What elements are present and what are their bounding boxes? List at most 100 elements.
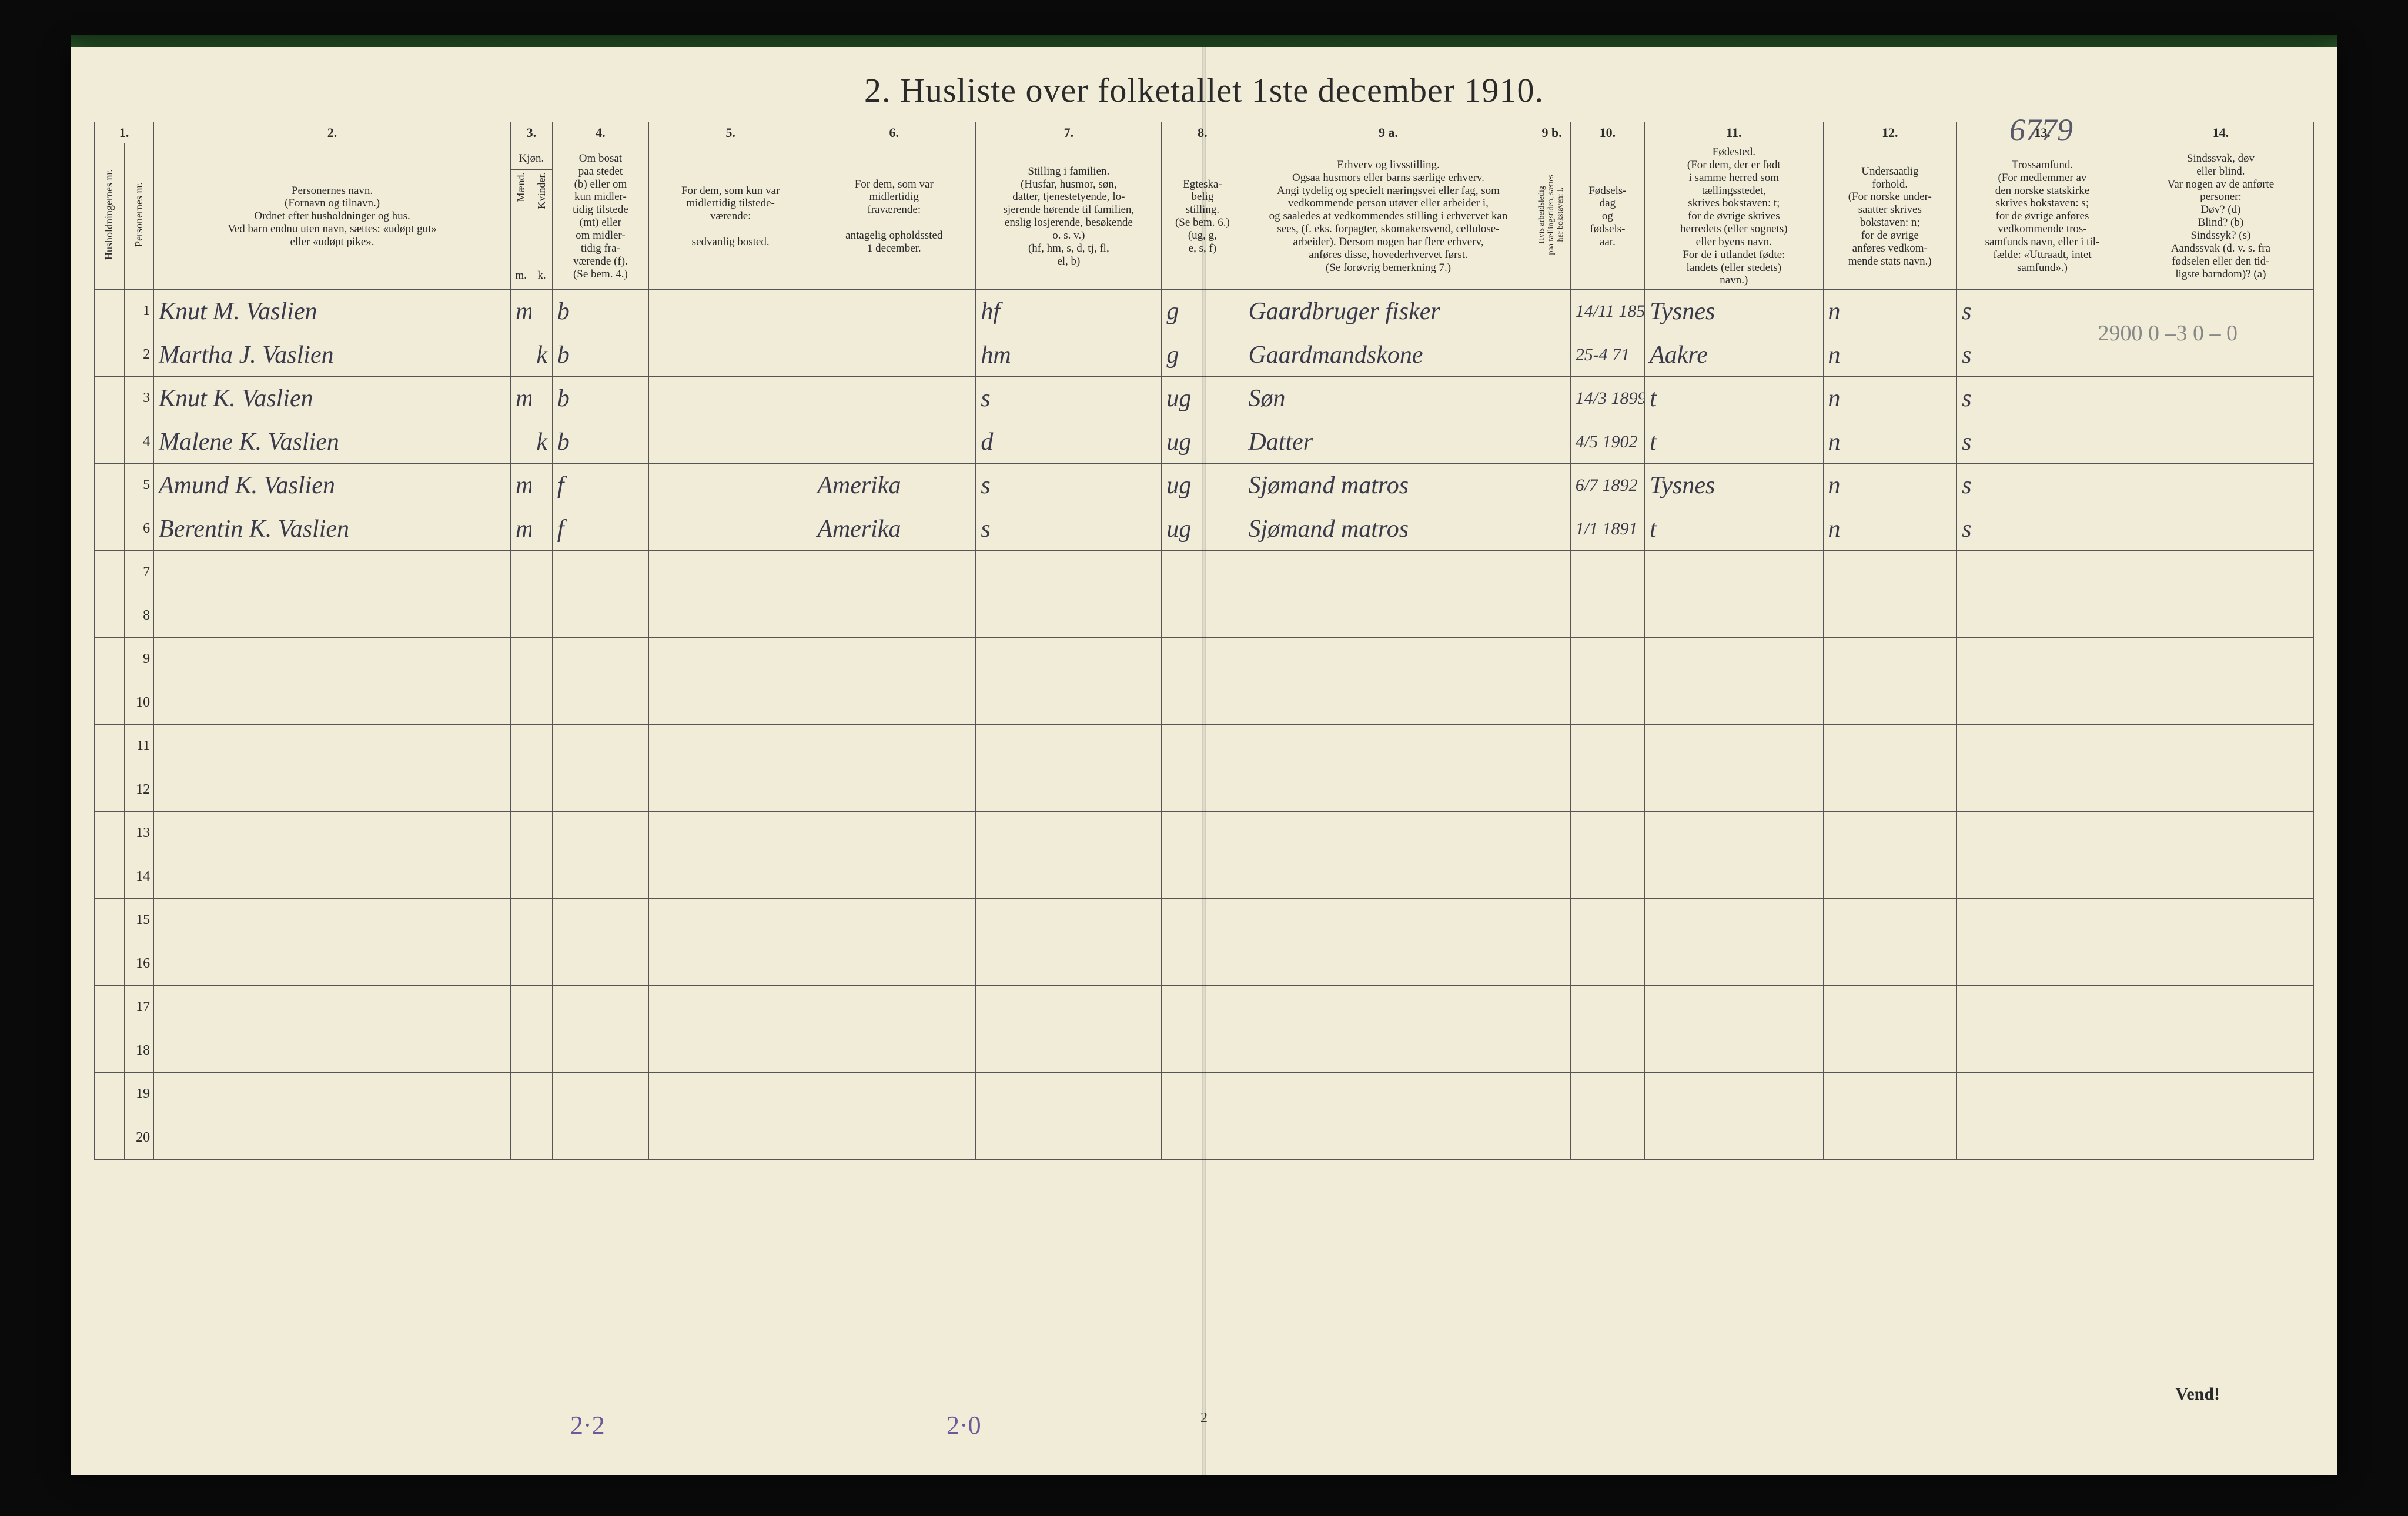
absent-location-cell <box>812 986 976 1029</box>
family-position-cell: s <box>976 507 1162 551</box>
occupation-cell <box>1243 551 1533 594</box>
occupation-cell <box>1243 1116 1533 1160</box>
nationality-cell <box>1823 1073 1957 1116</box>
birthplace-cell <box>1645 899 1823 942</box>
usual-residence-cell <box>649 725 812 768</box>
sex-k-cell <box>531 812 552 855</box>
sex-k-cell <box>531 942 552 986</box>
unemployed-cell <box>1533 725 1570 768</box>
nationality-cell <box>1823 1029 1957 1073</box>
nationality-cell: n <box>1823 333 1957 377</box>
household-nr-cell <box>95 986 125 1029</box>
colnum-9a: 9 a. <box>1243 122 1533 143</box>
birthdate-cell: 14/3 1899 <box>1570 377 1644 420</box>
birthdate-cell: 4/5 1902 <box>1570 420 1644 464</box>
name-cell: Martha J. Vaslien <box>154 333 511 377</box>
religion-cell <box>1957 986 2128 1029</box>
household-nr-cell <box>95 768 125 812</box>
sex-m-cell <box>510 768 531 812</box>
sex-m-cell <box>510 986 531 1029</box>
sex-m-cell <box>510 725 531 768</box>
header-birthplace-text: Fødested. (For dem, der er født i samme … <box>1647 146 1821 287</box>
header-household-nr-text: Husholdningernes nr. <box>103 167 115 262</box>
sex-m-cell <box>510 855 531 899</box>
family-position-cell <box>976 725 1162 768</box>
usual-residence-cell <box>649 290 812 333</box>
absent-location-cell: Amerika <box>812 507 976 551</box>
colnum-5: 5. <box>649 122 812 143</box>
residence-cell <box>552 986 648 1029</box>
sex-m-cell <box>510 420 531 464</box>
religion-cell <box>1957 812 2128 855</box>
header-birthdate-text: Fødsels- dag og fødsels- aar. <box>1573 185 1643 249</box>
religion-cell <box>1957 1029 2128 1073</box>
colnum-3: 3. <box>510 122 552 143</box>
person-nr-cell: 11 <box>124 725 154 768</box>
header-residence-text: Om bosat paa stedet (b) eller om kun mid… <box>554 152 647 280</box>
sex-k-cell <box>531 1029 552 1073</box>
header-person-nr-text: Personernes nr. <box>133 180 145 249</box>
household-nr-cell <box>95 855 125 899</box>
religion-cell <box>1957 855 2128 899</box>
residence-cell <box>552 725 648 768</box>
unemployed-cell <box>1533 333 1570 377</box>
sex-k-cell <box>531 1116 552 1160</box>
occupation-cell <box>1243 812 1533 855</box>
religion-cell <box>1957 638 2128 681</box>
colnum-10: 10. <box>1570 122 1644 143</box>
header-disability: Sindssvak, døv eller blind. Var nogen av… <box>2128 143 2313 290</box>
sex-k-cell <box>531 551 552 594</box>
residence-cell <box>552 551 648 594</box>
nationality-cell: n <box>1823 507 1957 551</box>
birthdate-cell <box>1570 1073 1644 1116</box>
household-nr-cell <box>95 507 125 551</box>
usual-residence-cell <box>649 1116 812 1160</box>
person-nr-cell: 13 <box>124 812 154 855</box>
residence-cell <box>552 594 648 638</box>
family-position-cell <box>976 594 1162 638</box>
sex-m-cell: m <box>510 464 531 507</box>
religion-cell: s <box>1957 464 2128 507</box>
sex-k-cell <box>531 464 552 507</box>
household-nr-cell <box>95 638 125 681</box>
absent-location-cell <box>812 377 976 420</box>
unemployed-cell <box>1533 812 1570 855</box>
colnum-11: 11. <box>1645 122 1823 143</box>
occupation-cell <box>1243 768 1533 812</box>
sex-k-cell <box>531 638 552 681</box>
unemployed-cell <box>1533 942 1570 986</box>
unemployed-cell <box>1533 768 1570 812</box>
name-cell: Knut M. Vaslien <box>154 290 511 333</box>
occupation-cell <box>1243 986 1533 1029</box>
birthplace-cell: Tysnes <box>1645 464 1823 507</box>
name-cell <box>154 899 511 942</box>
unemployed-cell <box>1533 290 1570 333</box>
nationality-cell <box>1823 594 1957 638</box>
sex-m-cell <box>510 594 531 638</box>
sex-m-cell: m <box>510 377 531 420</box>
residence-cell: b <box>552 420 648 464</box>
birthplace-cell <box>1645 942 1823 986</box>
person-nr-cell: 16 <box>124 942 154 986</box>
person-nr-cell: 17 <box>124 986 154 1029</box>
birthplace-cell: Aakre <box>1645 333 1823 377</box>
residence-cell <box>552 681 648 725</box>
sex-m-cell <box>510 638 531 681</box>
disability-cell <box>2128 377 2313 420</box>
absent-location-cell <box>812 942 976 986</box>
document-page: 2. Husliste over folketallet 1ste decemb… <box>71 47 2337 1475</box>
birthplace-cell <box>1645 681 1823 725</box>
residence-cell: f <box>552 464 648 507</box>
household-nr-cell <box>95 1029 125 1073</box>
sex-k-cell <box>531 1073 552 1116</box>
family-position-cell: hf <box>976 290 1162 333</box>
header-name-text: Personernes navn. (Fornavn og tilnavn.) … <box>156 185 509 249</box>
nationality-cell: n <box>1823 377 1957 420</box>
birthdate-cell: 25-4 71 <box>1570 333 1644 377</box>
residence-cell <box>552 638 648 681</box>
household-nr-cell <box>95 333 125 377</box>
nationality-cell: n <box>1823 464 1957 507</box>
birthplace-cell <box>1645 551 1823 594</box>
birthplace-cell <box>1645 768 1823 812</box>
usual-residence-cell <box>649 551 812 594</box>
